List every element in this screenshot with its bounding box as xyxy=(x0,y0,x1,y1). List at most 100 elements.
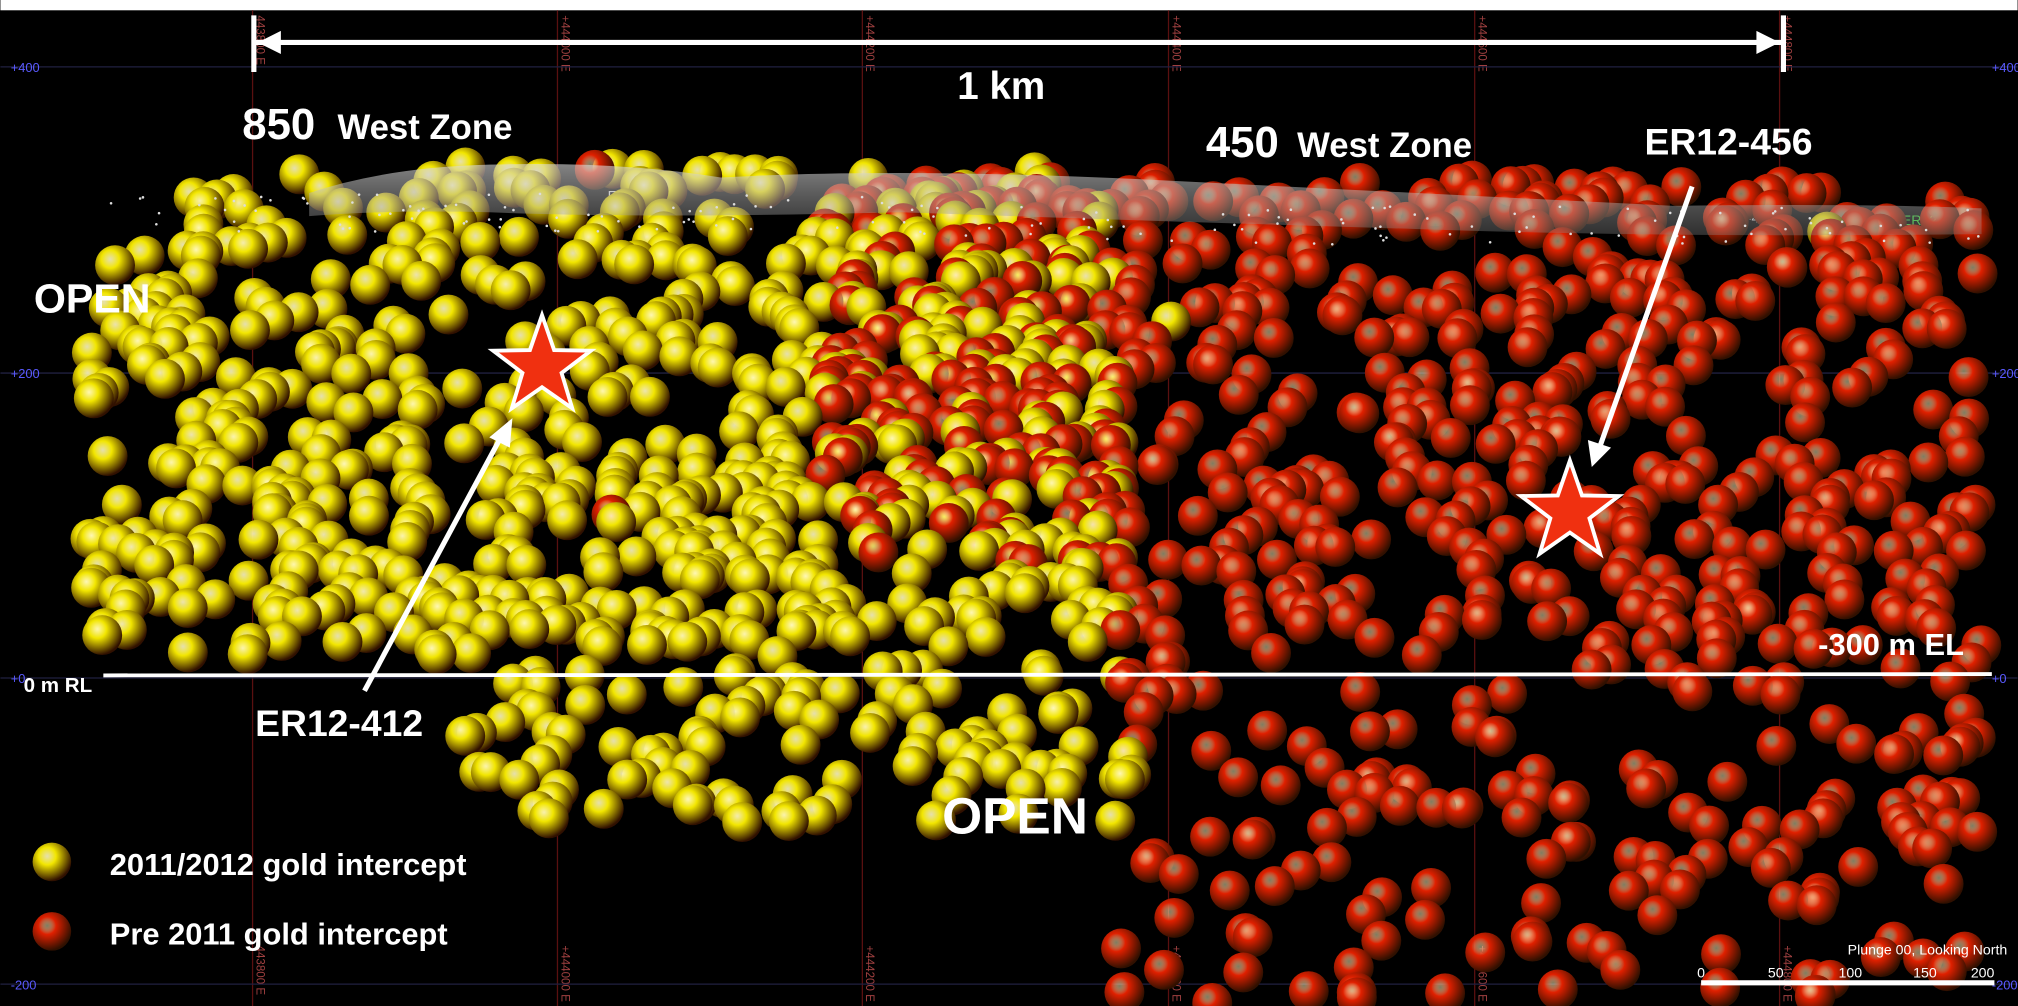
collar-dot xyxy=(932,215,935,218)
intercept-sphere xyxy=(1571,649,1612,690)
collar-dot xyxy=(1532,215,1535,218)
intercept-sphere xyxy=(333,392,374,433)
collar-dot xyxy=(902,221,906,224)
collar-dot xyxy=(1808,217,1812,220)
intercept-sphere xyxy=(499,216,539,257)
intercept-sphere xyxy=(1548,782,1589,823)
collar-dot xyxy=(1590,232,1593,235)
collar-dot xyxy=(1247,213,1251,217)
collar-dot xyxy=(348,215,351,218)
intercept-sphere xyxy=(1351,519,1392,560)
zone-number: 450 xyxy=(1206,118,1279,167)
intercept-sphere xyxy=(959,531,1000,571)
collar-dot xyxy=(465,220,468,223)
intercept-sphere xyxy=(261,620,302,661)
top-border xyxy=(0,0,2018,11)
collar-dot xyxy=(1518,230,1521,233)
intercept-sphere xyxy=(1948,357,1989,397)
intercept-sphere xyxy=(1505,460,1546,501)
intercept-sphere xyxy=(1101,928,1141,969)
intercept-sphere xyxy=(167,588,208,629)
collar-dot xyxy=(444,204,447,208)
intercept-sphere xyxy=(349,495,389,536)
intercept-sphere xyxy=(1232,917,1273,958)
intercept-sphere xyxy=(327,214,368,255)
pointer xyxy=(362,433,505,693)
intercept-sphere xyxy=(606,674,647,715)
intercept-sphere xyxy=(1537,969,1578,1006)
elevation-label: +0 xyxy=(11,671,26,686)
easting-label: +444200 E xyxy=(863,946,875,1003)
collar-dot xyxy=(357,193,361,196)
collar-dot xyxy=(871,220,875,224)
intercept-sphere xyxy=(1760,674,1801,715)
elevation-label: -200 xyxy=(11,977,37,992)
level-label: -300 m EL xyxy=(1818,627,1964,662)
intercept-sphere xyxy=(1372,275,1413,316)
intercept-sphere xyxy=(1181,545,1222,586)
intercept-sphere xyxy=(134,544,175,585)
collar-dot xyxy=(410,217,414,220)
intercept-sphere xyxy=(1526,838,1567,879)
intercept-sphere xyxy=(891,553,932,594)
intercept-sphere xyxy=(1430,417,1471,458)
intercept-sphere xyxy=(850,712,891,753)
intercept-sphere xyxy=(145,358,185,399)
intercept-sphere xyxy=(1501,797,1542,838)
intercept-sphere xyxy=(1191,730,1232,771)
collar-dot xyxy=(923,232,926,235)
collar-dot xyxy=(1388,205,1392,208)
zone-name: West Zone xyxy=(1297,127,1472,165)
intercept-sphere xyxy=(663,667,704,708)
collar-dot xyxy=(1341,221,1345,225)
collar-dot xyxy=(1382,239,1385,242)
collar-dot xyxy=(745,194,748,197)
collar-dot xyxy=(556,229,560,233)
intercept-sphere xyxy=(1104,972,1145,1006)
star xyxy=(487,309,597,414)
intercept-sphere xyxy=(228,228,269,269)
collar-dot xyxy=(1626,207,1630,211)
intercept-sphere xyxy=(1251,633,1291,673)
collar-dot xyxy=(1029,232,1032,236)
collar-dot xyxy=(373,230,377,233)
intercept-sphere xyxy=(614,244,655,285)
intercept-sphere xyxy=(1957,253,1998,294)
intercept-sphere xyxy=(598,726,639,767)
intercept-sphere xyxy=(1339,393,1380,434)
collar-dot xyxy=(498,225,502,229)
intercept-sphere xyxy=(1162,243,1203,284)
collar-dot xyxy=(1139,232,1142,236)
intercept-sphere xyxy=(222,465,263,506)
intercept-sphere xyxy=(1689,805,1730,846)
intercept-sphere xyxy=(790,481,831,522)
collar-dot xyxy=(512,208,515,212)
level-label: 0 m RL xyxy=(24,674,93,697)
collar-dot xyxy=(1780,206,1783,210)
intercept-sphere xyxy=(830,616,871,657)
intercept-sphere xyxy=(1930,661,1971,702)
collar-dot xyxy=(462,222,466,225)
legend-label: Pre 2011 gold intercept xyxy=(110,916,448,951)
collar-dot xyxy=(375,193,379,197)
intercept-sphere xyxy=(1923,863,1964,904)
intercept-sphere xyxy=(1600,949,1641,990)
collar-dot xyxy=(1379,225,1382,228)
hole-label: ER12-412 xyxy=(255,702,423,744)
collar-dot xyxy=(454,203,458,207)
intercept-sphere xyxy=(607,759,648,800)
intercept-sphere xyxy=(1154,897,1195,938)
intercept-sphere xyxy=(557,239,598,280)
intercept-sphere xyxy=(1732,594,1773,635)
intercept-sphere xyxy=(416,634,457,675)
zone-name: West Zone xyxy=(337,109,512,147)
collar-dot xyxy=(1724,240,1728,243)
collar-dot xyxy=(1340,218,1343,221)
collar-dot xyxy=(786,199,790,202)
collar-dot xyxy=(732,203,736,206)
pointer-head xyxy=(1587,439,1612,467)
intercept-sphere xyxy=(1207,472,1248,513)
intercept-sphere xyxy=(928,503,969,543)
intercept-sphere xyxy=(1912,828,1953,869)
